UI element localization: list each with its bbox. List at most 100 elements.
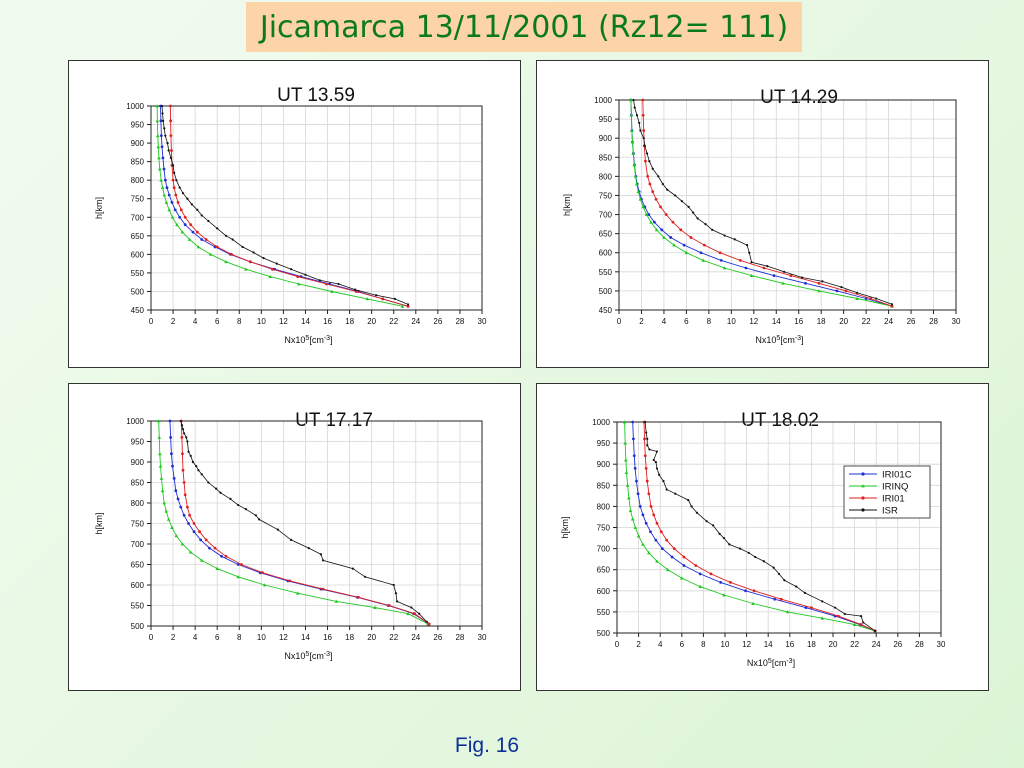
data-point-iri01c [744,589,747,593]
data-point-iri01c [178,215,182,219]
data-point-iri01 [186,505,189,509]
legend-marker-irinq [861,484,865,488]
data-point-iri01c [173,208,177,212]
data-point-iri01 [169,134,173,138]
y-tick-label: 900 [597,460,611,469]
x-tick-label: 4 [193,633,198,642]
series-line-irinq [624,421,876,632]
x-tick-label: 26 [893,640,902,649]
data-point-isr [777,572,781,576]
data-point-irinq [751,601,755,605]
data-point-irinq [630,517,635,521]
data-point-irinq [647,551,651,555]
data-point-iri01 [321,587,325,591]
data-point-isr [859,615,863,618]
data-point-irinq [160,185,165,189]
y-tick-label: 700 [597,545,611,554]
x-tick-label: 30 [952,317,961,326]
data-point-isr [638,121,641,125]
data-point-isr [648,159,651,163]
data-point-isr [392,583,395,587]
x-tick-label: 24 [872,640,881,649]
data-point-isr [161,112,164,115]
y-tick-label: 950 [599,115,613,124]
data-point-irinq [244,267,248,271]
y-tick-label: 450 [599,306,613,315]
data-point-isr [393,297,396,300]
data-point-irinq [820,616,824,620]
data-point-iri01 [224,554,228,558]
data-point-iri01c [660,547,664,550]
data-point-iri01c [641,513,645,517]
data-point-isr [728,543,731,546]
data-point-isr [745,243,749,247]
data-point-iri01c [169,436,173,439]
x-tick-label: 30 [478,633,487,642]
data-point-isr [169,156,172,160]
data-point-isr [666,188,669,191]
data-point-isr [307,547,310,550]
data-point-isr [173,171,176,174]
y-tick-label: 950 [131,438,145,447]
chart-title: UT 18.02 [741,410,819,431]
data-point-iri01c [220,554,224,558]
data-point-iri01 [192,522,196,525]
data-point-irinq [155,104,159,108]
data-point-iri01 [817,281,821,285]
legend-label-iri01c: IRI01C [882,470,912,481]
data-point-iri01c [649,530,652,534]
data-point-iri01 [652,513,656,517]
data-point-isr [163,127,166,130]
y-tick-label: 800 [597,502,611,511]
data-point-irinq [698,584,702,588]
data-point-iri01 [213,546,217,550]
data-point-iri01 [643,159,647,163]
data-point-irinq [680,576,684,580]
y-tick-label: 550 [599,268,613,277]
x-tick-label: 20 [839,317,848,326]
x-tick-label: 8 [707,317,712,326]
data-point-iri01c [199,538,203,542]
y-tick-label: 900 [131,139,145,148]
data-point-isr [695,511,699,514]
data-point-iri01 [427,622,431,626]
data-point-iri01 [694,564,698,567]
data-point-iri01 [869,297,873,300]
data-point-isr [704,222,707,226]
x-tick-label: 12 [279,633,288,642]
data-point-iri01 [659,205,662,209]
y-tick-label: 850 [597,481,611,490]
data-point-isr [258,518,261,521]
data-point-irinq [162,193,167,197]
data-point-iri01c [632,454,636,458]
series-line-iri01 [643,421,876,632]
x-tick-label: 4 [658,640,663,649]
data-point-iri01c [682,243,686,247]
data-point-iri01 [789,274,793,278]
chart-svg-1: UT 13.590 2 4 6 8 10 12 14 16 18 20 22 24 26 28 3045050… [94,85,487,345]
data-point-iri01 [643,454,647,458]
series-line-isr [161,105,409,305]
data-point-iri01c [159,119,163,123]
data-point-isr [179,419,182,423]
data-point-isr [711,228,714,231]
data-point-isr [189,454,192,457]
chart-svg-4: UT 18.020 2 4 6 8 10 12 14 16 18 20 22 24 26 28 3050055… [560,410,946,668]
series-line-isr [644,421,876,632]
data-point-isr [722,536,726,540]
y-tick-label: 550 [597,608,611,617]
data-point-iri01c [183,223,187,227]
data-point-isr [254,514,257,517]
data-point-isr [276,528,279,531]
data-point-isr [216,227,219,230]
x-tick-label: 2 [171,633,176,642]
data-point-iri01 [181,452,184,456]
data-point-isr [750,261,753,264]
data-point-isr [766,264,769,268]
plot-frame [618,99,957,311]
data-point-irinq [170,525,174,529]
data-point-isr [354,288,357,291]
data-point-iri01 [179,208,183,212]
data-point-irinq [180,542,185,546]
data-point-iri01c [654,538,658,542]
